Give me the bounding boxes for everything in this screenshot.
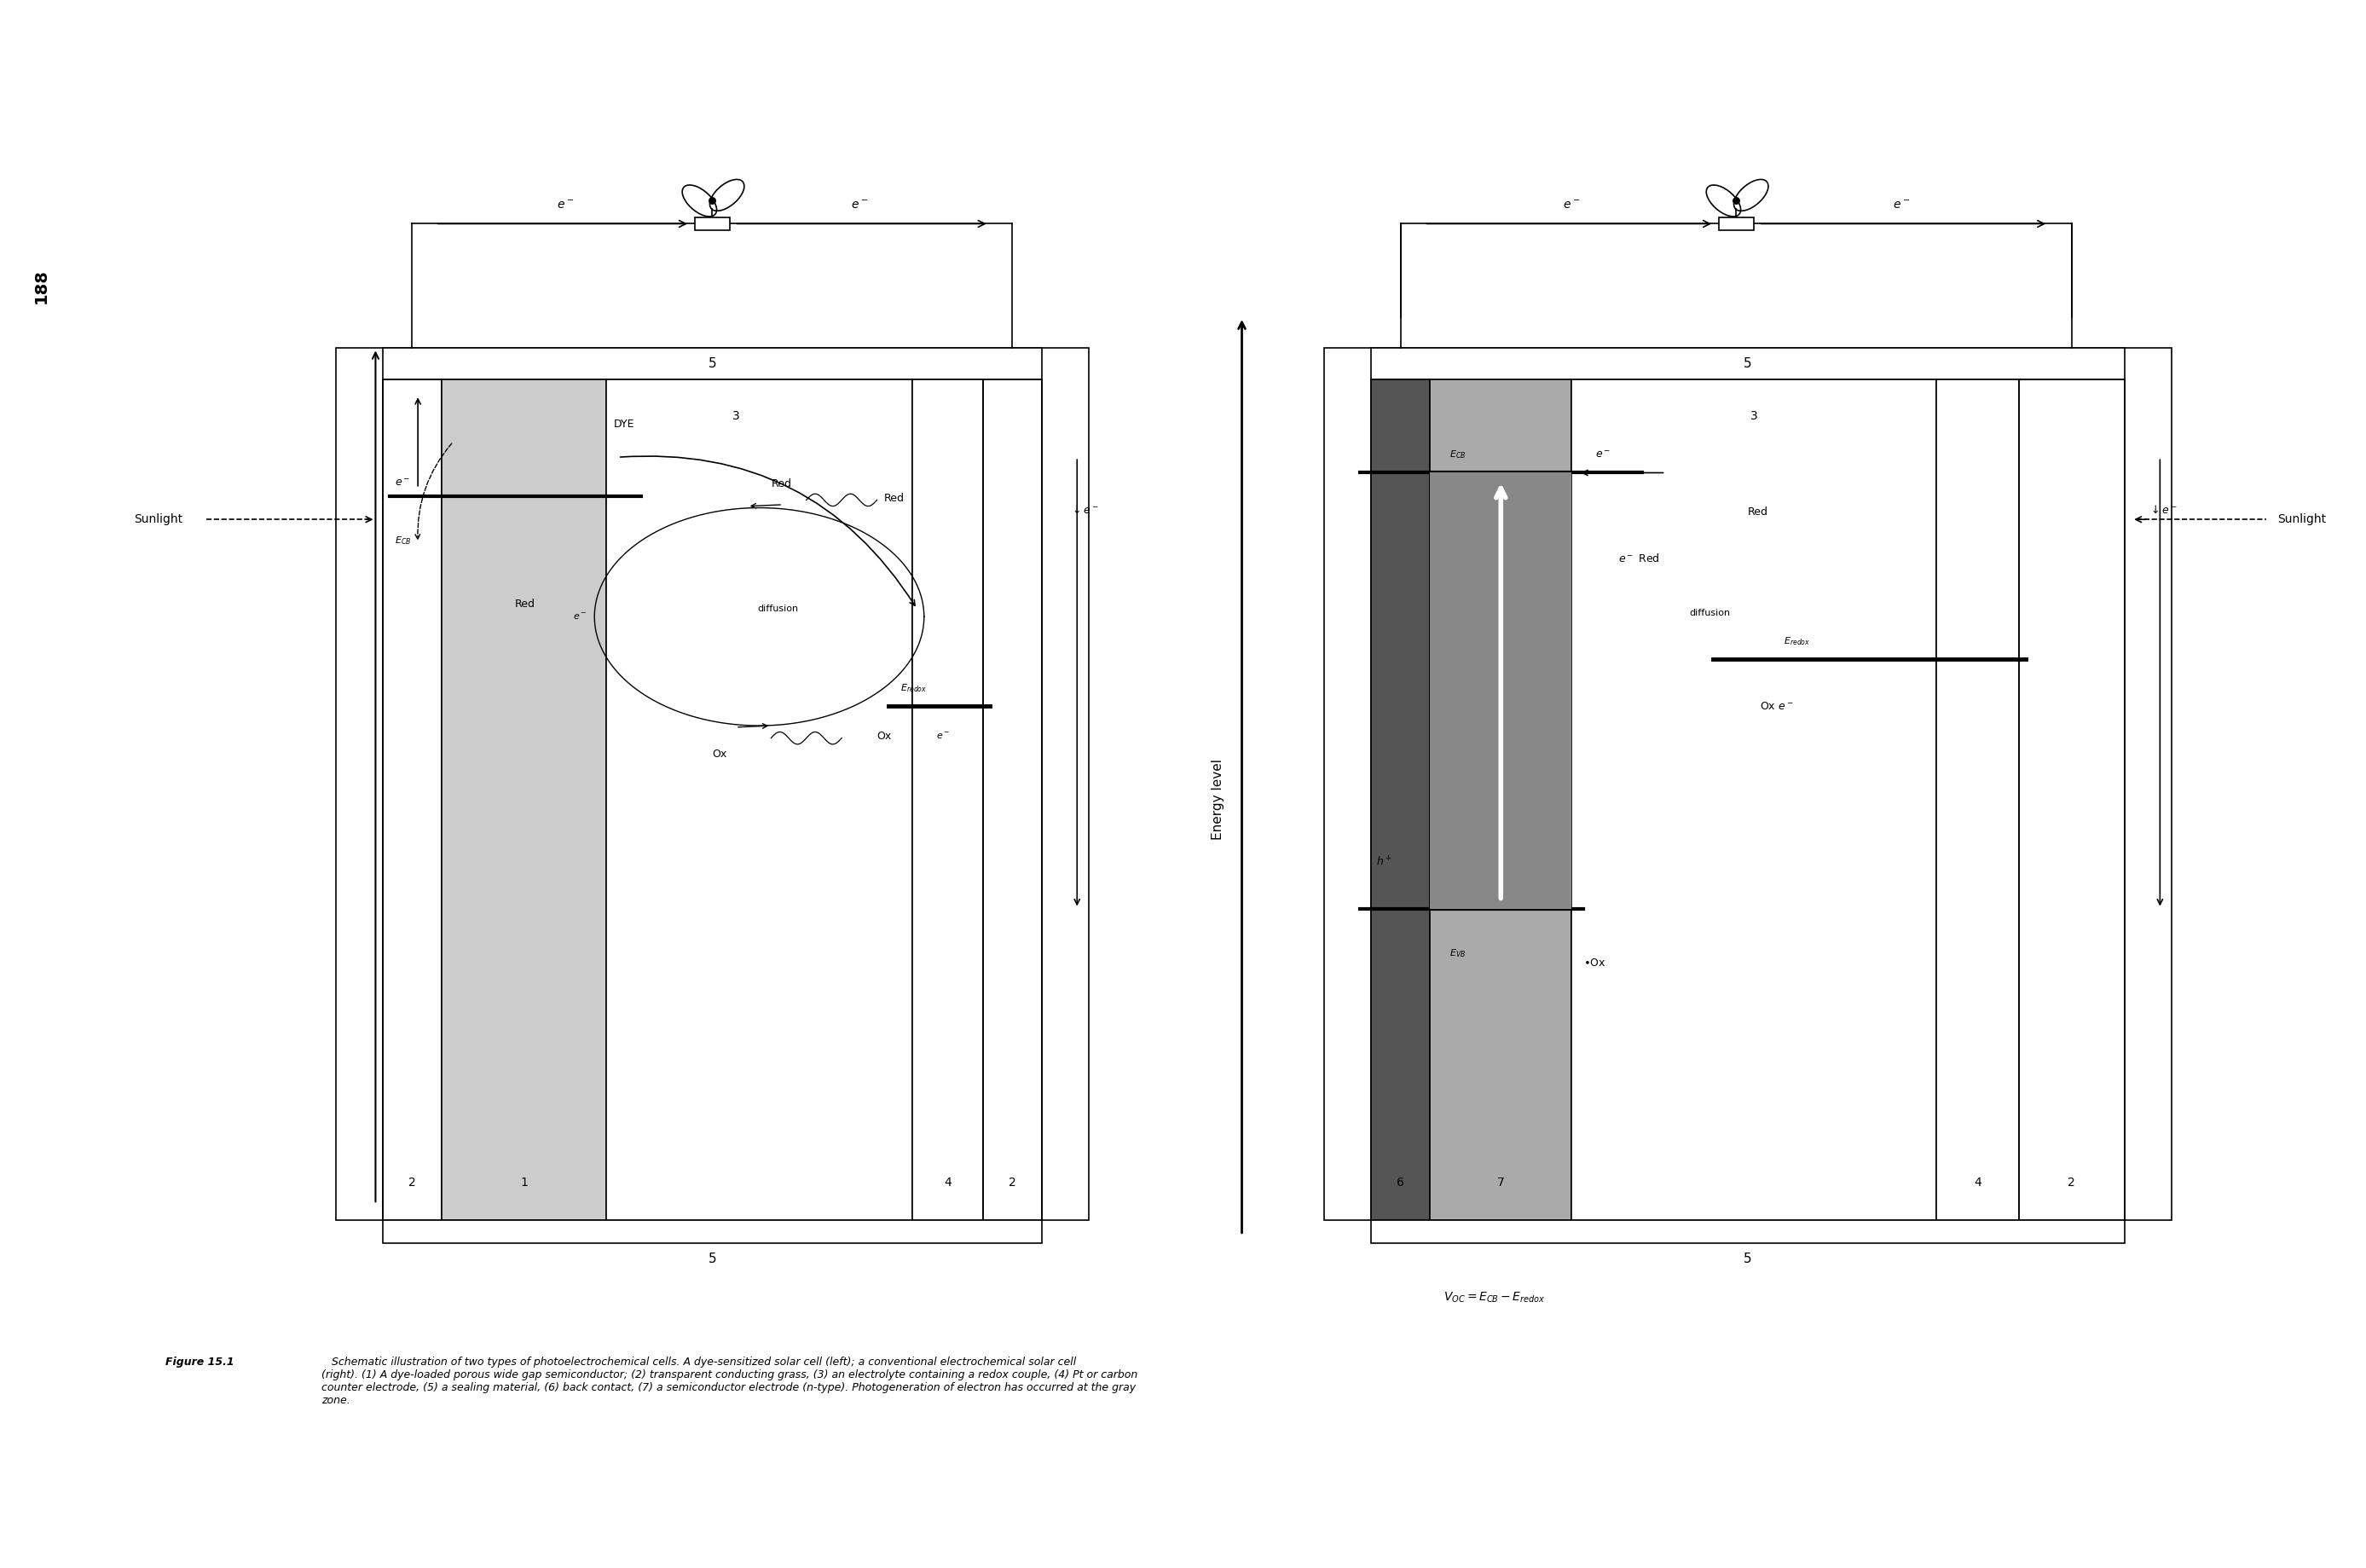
Text: 4: 4 bbox=[1973, 1176, 1980, 1189]
Text: $e^-$: $e^-$ bbox=[395, 477, 409, 488]
Text: Energy level: Energy level bbox=[1211, 759, 1226, 840]
Bar bbox=[1372, 1220, 2125, 1243]
Text: $E_{CB}$: $E_{CB}$ bbox=[395, 535, 412, 547]
Text: Red: Red bbox=[771, 478, 793, 489]
Text: $e^-$: $e^-$ bbox=[852, 199, 868, 212]
Text: $e^-$: $e^-$ bbox=[937, 732, 949, 742]
Text: 5: 5 bbox=[1744, 1253, 1753, 1265]
Bar bbox=[383, 348, 1041, 379]
Text: 188: 188 bbox=[33, 268, 50, 304]
Bar bbox=[1718, 218, 1753, 230]
Bar bbox=[1571, 379, 1935, 1220]
Bar bbox=[1429, 379, 1571, 1220]
Text: 2: 2 bbox=[2068, 1176, 2075, 1189]
Text: $e^-$ Red: $e^-$ Red bbox=[1618, 552, 1661, 564]
Text: 1: 1 bbox=[521, 1176, 528, 1189]
Text: $\downarrow e^-$: $\downarrow e^-$ bbox=[2148, 503, 2177, 516]
Bar bbox=[1372, 379, 1429, 1220]
Text: Ox: Ox bbox=[878, 731, 892, 742]
Text: Red: Red bbox=[516, 599, 535, 610]
Text: $\bullet$Ox: $\bullet$Ox bbox=[1583, 958, 1607, 969]
Text: Ox: Ox bbox=[712, 750, 726, 760]
Text: 5: 5 bbox=[1744, 358, 1753, 370]
Text: $e^-$: $e^-$ bbox=[573, 612, 587, 621]
Text: 7: 7 bbox=[1498, 1176, 1505, 1189]
Text: Red: Red bbox=[885, 492, 904, 503]
Text: Schematic illustration of two types of photoelectrochemical cells. A dye-sensiti: Schematic illustration of two types of p… bbox=[322, 1356, 1138, 1406]
Bar bbox=[696, 218, 729, 230]
Bar bbox=[442, 379, 606, 1220]
Text: $E_{CB}$: $E_{CB}$ bbox=[1448, 448, 1465, 461]
Text: $e^-$: $e^-$ bbox=[1893, 199, 1909, 212]
Bar bbox=[383, 379, 442, 1220]
Text: $e^-$: $e^-$ bbox=[556, 199, 573, 212]
Text: 2: 2 bbox=[409, 1176, 416, 1189]
Text: 4: 4 bbox=[944, 1176, 951, 1189]
Text: $e^-$: $e^-$ bbox=[1595, 450, 1611, 461]
Bar bbox=[913, 379, 982, 1220]
Text: $h^+$: $h^+$ bbox=[1377, 855, 1391, 869]
Text: Sunlight: Sunlight bbox=[135, 513, 182, 525]
Text: DYE: DYE bbox=[613, 419, 634, 430]
Text: 6: 6 bbox=[1396, 1176, 1405, 1189]
Text: 3: 3 bbox=[731, 411, 741, 422]
Text: Ox $e^-$: Ox $e^-$ bbox=[1760, 701, 1793, 712]
Text: Red: Red bbox=[1748, 506, 1767, 517]
Bar bbox=[606, 379, 913, 1220]
Text: diffusion: diffusion bbox=[1689, 608, 1730, 618]
Text: 2: 2 bbox=[1008, 1176, 1015, 1189]
Bar bbox=[1935, 379, 2018, 1220]
Bar bbox=[1325, 348, 2172, 1220]
Text: Figure 15.1: Figure 15.1 bbox=[166, 1356, 234, 1367]
Text: $V_{OC} = E_{CB} - E_{redox}$: $V_{OC} = E_{CB} - E_{redox}$ bbox=[1443, 1290, 1545, 1305]
Text: diffusion: diffusion bbox=[757, 605, 800, 613]
Bar bbox=[1429, 474, 1571, 908]
Text: $e^-$: $e^-$ bbox=[1564, 199, 1580, 212]
Text: $E_{redox}$: $E_{redox}$ bbox=[901, 682, 927, 693]
Text: 3: 3 bbox=[1751, 411, 1758, 422]
Text: $E_{VB}$: $E_{VB}$ bbox=[1448, 947, 1465, 960]
Bar bbox=[336, 348, 1088, 1220]
Bar bbox=[982, 379, 1041, 1220]
Bar bbox=[1372, 348, 2125, 379]
Bar bbox=[2018, 379, 2125, 1220]
Text: Sunlight: Sunlight bbox=[2278, 513, 2326, 525]
Bar bbox=[383, 379, 1041, 1220]
Bar bbox=[383, 1220, 1041, 1243]
Text: 5: 5 bbox=[707, 1253, 717, 1265]
Text: $\downarrow e^-$: $\downarrow e^-$ bbox=[1069, 503, 1098, 516]
Text: $E_{redox}$: $E_{redox}$ bbox=[1784, 635, 1810, 648]
Bar bbox=[1372, 379, 2125, 1220]
Text: 5: 5 bbox=[707, 358, 717, 370]
